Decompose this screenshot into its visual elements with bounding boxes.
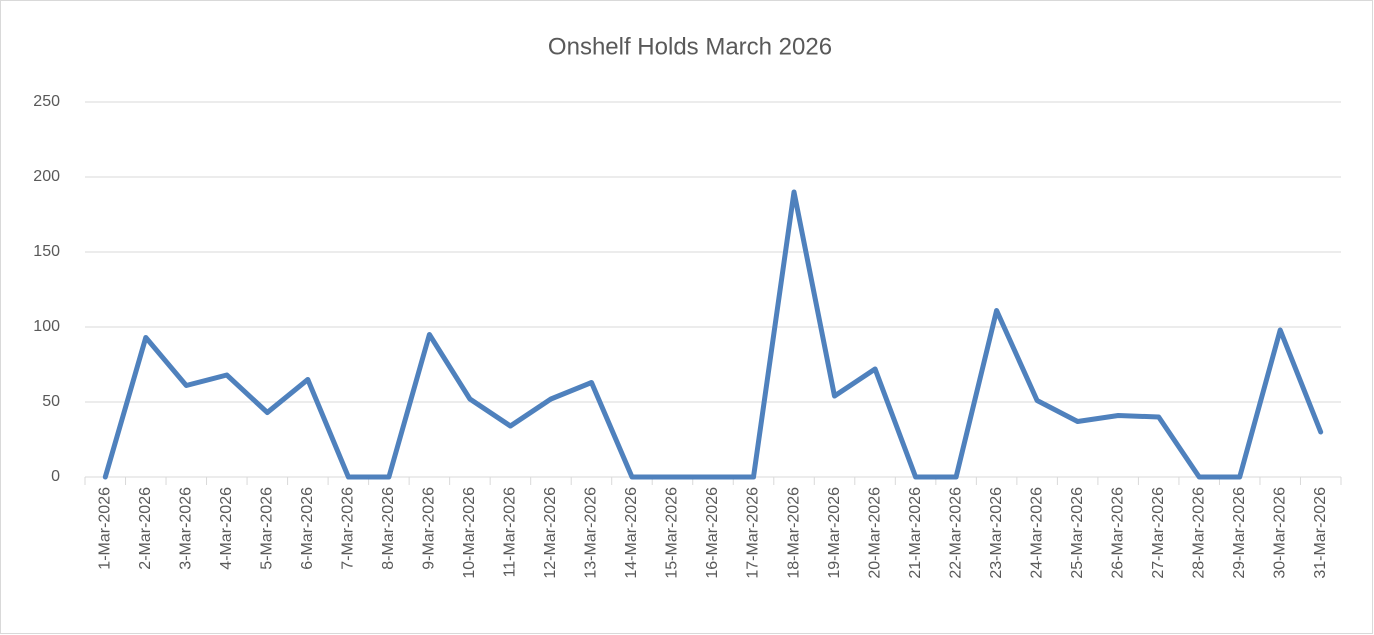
x-tick-label: 19-Mar-2026 [826,487,843,579]
y-tick-label: 150 [33,243,60,260]
x-tick-label: 22-Mar-2026 [947,487,964,579]
x-tick-label: 23-Mar-2026 [988,487,1005,579]
x-tick-label: 2-Mar-2026 [137,487,154,570]
x-tick-label: 12-Mar-2026 [542,487,559,579]
y-tick-label: 50 [42,393,60,410]
y-tick-label: 250 [33,93,60,110]
x-tick-label: 4-Mar-2026 [218,487,235,570]
x-tick-label: 16-Mar-2026 [704,487,721,579]
x-tick-label: 30-Mar-2026 [1271,487,1288,579]
x-tick-label: 10-Mar-2026 [461,487,478,579]
x-tick-label: 7-Mar-2026 [340,487,357,570]
x-tick-label: 8-Mar-2026 [380,487,397,570]
x-tick-label: 25-Mar-2026 [1069,487,1086,579]
y-tick-label: 100 [33,318,60,335]
x-tick-label: 24-Mar-2026 [1028,487,1045,579]
x-tick-label: 1-Mar-2026 [96,487,113,570]
line-series [102,189,1324,480]
x-tick-label: 6-Mar-2026 [299,487,316,570]
y-tick-label: 200 [33,168,60,185]
x-tick-label: 27-Mar-2026 [1150,487,1167,579]
x-tick-label: 13-Mar-2026 [583,487,600,579]
x-tick-label: 28-Mar-2026 [1190,487,1207,579]
x-tick-label: 15-Mar-2026 [664,487,681,579]
x-tick-label: 9-Mar-2026 [421,487,438,570]
x-tick-label: 17-Mar-2026 [745,487,762,579]
x-tick-label: 14-Mar-2026 [623,487,640,579]
x-tick-label: 20-Mar-2026 [866,487,883,579]
chart-title: Onshelf Holds March 2026 [548,33,832,60]
x-tick-label: 18-Mar-2026 [785,487,802,579]
x-tick-label: 3-Mar-2026 [178,487,195,570]
x-tick-label: 5-Mar-2026 [259,487,276,570]
x-tick-label: 21-Mar-2026 [907,487,924,579]
x-tick-label: 29-Mar-2026 [1231,487,1248,579]
x-tick-label: 11-Mar-2026 [502,487,519,578]
x-tick-label: 26-Mar-2026 [1109,487,1126,579]
x-tick-label: 31-Mar-2026 [1312,487,1329,579]
y-tick-label: 0 [51,468,60,485]
